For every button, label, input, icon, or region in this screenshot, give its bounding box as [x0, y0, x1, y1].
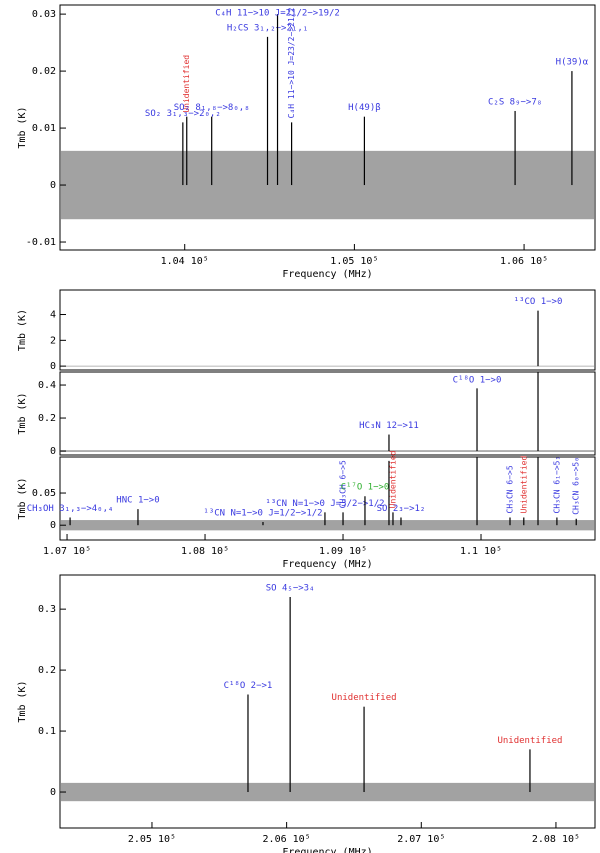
- noise-band: [61, 450, 594, 452]
- x-tick-label: 1.09 10⁵: [319, 546, 367, 557]
- x-tick-label: 2.05 10⁵: [128, 834, 176, 845]
- plot-frame: [59, 371, 596, 456]
- line-label: SO₂ 8₁,₈−>8₀,₈: [174, 103, 250, 113]
- line-label: C¹⁸O 1−>0: [453, 376, 502, 386]
- line-label: H(39)α: [556, 58, 589, 68]
- line-label: CH₃CN 6₀−>5₀: [572, 457, 581, 515]
- x-axis-title: Frequency (MHz): [282, 559, 372, 570]
- line-label: Unidentified: [519, 456, 528, 514]
- x-tick-label: 2.08 10⁵: [532, 834, 580, 845]
- x-axis-title: Frequency (MHz): [282, 847, 372, 853]
- line-label: Unidentified: [182, 55, 191, 113]
- x-tick-label: 1.1 10⁵: [460, 546, 502, 557]
- line-label: SO₂ 3₁,₃−>2₀,₂: [145, 109, 221, 119]
- y-tick-label: 2: [50, 335, 56, 346]
- y-tick-label: 0: [50, 446, 56, 457]
- line-label: CH₃CH 6−>5: [339, 460, 348, 508]
- line-label: H₂CS 3₁,₂−>2₁,₁: [227, 23, 308, 33]
- line-label: CH₃CN 6−>5: [505, 465, 514, 513]
- line-label: ¹³CN N=1−>0 J=1/2−>1/2: [203, 508, 322, 518]
- line-label: HNC 1−>0: [116, 496, 159, 506]
- y-tick-label: 0: [50, 361, 56, 372]
- x-axis-title: Frequency (MHz): [282, 269, 372, 280]
- line-label: ¹³CN N=1−>0 J=3/2−>1/2: [265, 499, 384, 509]
- x-tick-label: 2.07 10⁵: [397, 834, 445, 845]
- noise-band: [61, 782, 594, 802]
- line-label: H(49)β: [348, 103, 381, 113]
- line-label: Unidentified: [388, 450, 397, 508]
- y-axis-title: Tmb (K): [17, 680, 28, 722]
- y-tick-label: 0.4: [38, 380, 56, 391]
- y-tick-label: -0.01: [26, 237, 56, 248]
- y-tick-label: 0: [50, 180, 56, 191]
- plot-frame: [59, 4, 596, 251]
- line-label: CH₃OH 3₁,₃−>4₀,₄: [27, 504, 114, 514]
- y-tick-label: 0.3: [38, 604, 56, 615]
- y-axis-title: Tmb (K): [17, 477, 28, 519]
- y-tick-label: 0.2: [38, 413, 56, 424]
- plot-frame: [59, 574, 596, 829]
- line-label: C₄H 11−>10 J=21/2−>19/2: [215, 9, 340, 19]
- noise-band: [61, 150, 594, 220]
- x-tick-label: 1.06 10⁵: [500, 256, 548, 267]
- y-tick-label: 0.02: [32, 66, 56, 77]
- line-label: ¹³CO 1−>0: [514, 297, 563, 307]
- line-label: C₂S 8₉−>7₈: [488, 97, 542, 107]
- x-tick-label: 1.04 10⁵: [161, 256, 209, 267]
- line-label: C¹⁸O 2−>1: [224, 681, 273, 691]
- y-axis-title: Tmb (K): [17, 309, 28, 351]
- line-label: CH₃CN 6₁−>5₁: [552, 456, 561, 514]
- line-label: Unidentified: [332, 693, 397, 703]
- y-tick-label: 0: [50, 787, 56, 798]
- x-tick-label: 1.08 10⁵: [181, 546, 229, 557]
- y-axis-title: Tmb (K): [17, 106, 28, 148]
- line-label: SO 2₃−>1₂: [377, 504, 426, 514]
- y-tick-label: 4: [50, 310, 56, 321]
- noise-band: [61, 520, 594, 531]
- x-tick-label: 2.06 10⁵: [263, 834, 311, 845]
- x-tick-label: 1.05 10⁵: [330, 256, 378, 267]
- y-axis-title: Tmb (K): [17, 392, 28, 434]
- y-tick-label: 0.03: [32, 9, 56, 20]
- y-tick-label: 0: [50, 520, 56, 531]
- line-label: Unidentified: [497, 736, 562, 746]
- line-label: SO 4₅−>3₄: [266, 583, 315, 593]
- y-tick-label: 0.1: [38, 726, 56, 737]
- line-label: HC₃N 12−>11: [359, 421, 419, 431]
- y-tick-label: 0.01: [32, 123, 56, 134]
- y-tick-label: 0.2: [38, 665, 56, 676]
- plot-frame: [59, 289, 596, 371]
- y-tick-label: 0.05: [32, 488, 56, 499]
- plot-frame: [59, 456, 596, 541]
- line-label: C¹⁷O 1−>0: [341, 483, 390, 493]
- line-label: C₄H 11−>10 J=23/2−>21/2: [287, 7, 296, 118]
- x-tick-label: 1.07 10⁵: [43, 546, 91, 557]
- noise-band: [61, 365, 594, 367]
